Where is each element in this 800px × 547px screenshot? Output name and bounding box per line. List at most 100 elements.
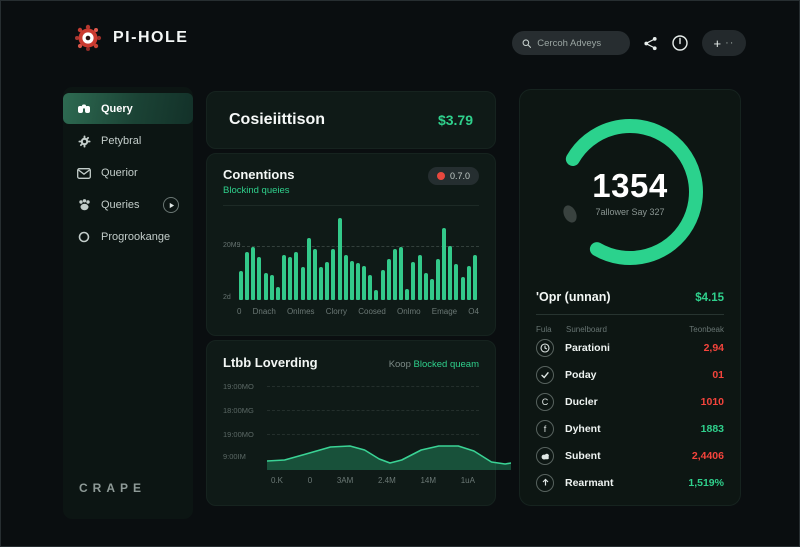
version-badge-label: 0.7.0 — [449, 171, 470, 181]
bar — [374, 290, 379, 300]
search-input[interactable] — [537, 37, 620, 49]
bar — [436, 259, 440, 300]
table-header: Fula Sunelboard Teonbeak — [536, 325, 724, 334]
sidebar-item-progrookange[interactable]: Progrookange — [63, 222, 193, 252]
y-tick-label: 19:00MO — [223, 382, 254, 391]
bar — [460, 277, 465, 300]
bar — [325, 262, 330, 300]
bar — [294, 252, 299, 300]
x-tick-label: Clorry — [325, 307, 348, 316]
x-tick-label: 3AM — [336, 476, 354, 485]
table-row[interactable]: f Dyhent 1883 — [536, 415, 724, 442]
more-dots-icon: ·· — [725, 37, 735, 49]
sidebar-item-label: Progrookange — [101, 231, 171, 243]
queries-expand-button[interactable] — [163, 197, 179, 213]
bar — [269, 275, 274, 300]
bar — [288, 257, 293, 300]
area-fill — [267, 446, 511, 470]
gridline — [267, 410, 479, 411]
x-tick-label: Coosed — [358, 307, 386, 316]
bar — [312, 249, 317, 300]
stats-panel: 1354 7allower Say 327 'Opr (unnan) $4.15… — [519, 89, 741, 506]
share-icon — [644, 36, 657, 50]
sidebar-item-petybral[interactable]: Petybral — [63, 126, 193, 156]
search-icon — [522, 38, 532, 48]
sidebar-item-querior[interactable]: Querior — [63, 158, 193, 188]
bar — [263, 273, 268, 300]
table-row[interactable]: C Ducler 1010 — [536, 388, 724, 415]
x-tick-label: Dnach — [252, 307, 276, 316]
sidebar: Query Petybral Querior — [63, 87, 193, 519]
bar — [275, 287, 280, 300]
summary-card: Cosieiittison $3.79 — [206, 91, 496, 149]
table-row[interactable]: Subent 2,4406 — [536, 442, 724, 469]
bar — [380, 270, 385, 300]
summary-value: $3.79 — [437, 112, 473, 128]
loading-card: Ltbb Loverding Koop Blocked queam 19:00M… — [206, 340, 511, 506]
grid-row: 19:00MO — [223, 382, 479, 391]
x-tick-label: 14M — [420, 476, 437, 485]
panel-summary: 'Opr (unnan) $4.15 — [536, 290, 724, 304]
gear-icon — [77, 134, 91, 148]
y-tick-label: 19:00MO — [223, 430, 254, 439]
bar — [300, 267, 305, 300]
table-row[interactable]: Rearmant 1,519% — [536, 469, 724, 496]
plus-icon: + — [713, 35, 722, 51]
bar — [306, 238, 311, 300]
donut-chart: 1354 7allower Say 327 — [548, 110, 712, 274]
history-button[interactable] — [671, 34, 689, 52]
add-button[interactable]: + ·· — [702, 30, 746, 56]
play-icon — [169, 202, 174, 208]
bar — [343, 255, 348, 300]
bar-chart-bars — [239, 218, 477, 300]
gridline — [267, 434, 479, 435]
share-button[interactable] — [643, 36, 658, 51]
area-line — [267, 445, 511, 465]
x-tick-label: 0.K — [271, 476, 284, 485]
bar-y-max-label: 20M9 — [223, 242, 241, 249]
bar — [257, 257, 262, 300]
bar — [386, 259, 391, 300]
x-tick-label: 2.4M — [377, 476, 396, 485]
panel-summary-title: 'Opr (unnan) — [536, 290, 611, 304]
search-box[interactable] — [512, 31, 630, 55]
envelope-icon — [77, 167, 91, 179]
table-row[interactable]: Poday 01 — [536, 361, 724, 388]
bar — [239, 271, 243, 300]
bar — [282, 255, 287, 300]
donut-ring — [557, 119, 703, 265]
connections-subtitle: Blockind queies — [223, 185, 290, 196]
bar-y-min-label: 2d — [223, 294, 231, 301]
bar — [466, 266, 471, 300]
area-chart-svg — [267, 445, 511, 470]
x-tick-label: Emage — [431, 307, 458, 316]
sidebar-item-label: Petybral — [101, 135, 142, 147]
letter-c-icon: C — [536, 392, 554, 411]
y-tick-label: 9:00IM — [223, 452, 246, 461]
x-tick-label: O4 — [468, 307, 479, 316]
bar — [251, 247, 256, 300]
bar — [392, 249, 397, 300]
bar — [442, 228, 447, 300]
donut-arc — [557, 119, 703, 265]
clock-icon — [672, 35, 688, 51]
app-title: PI-HOLE — [113, 29, 189, 46]
divider — [536, 314, 724, 315]
donut-subtitle: 7allower Say 327 — [595, 207, 665, 217]
sidebar-item-queries[interactable]: Queries — [63, 190, 193, 220]
blocked-queam-link[interactable]: Koop Blocked queam — [388, 359, 479, 370]
table-row[interactable]: Parationi 2,94 — [536, 334, 724, 361]
sidebar-item-query[interactable]: Query — [63, 93, 193, 124]
bar — [472, 255, 477, 300]
pihole-logo-icon — [75, 24, 102, 51]
clock-icon — [536, 338, 554, 357]
x-tick-label: Onlmes — [286, 307, 315, 316]
panel-summary-value: $4.15 — [695, 292, 724, 304]
version-badge[interactable]: 0.7.0 — [427, 167, 479, 185]
bar — [337, 218, 342, 300]
letter-f-icon: f — [536, 419, 554, 438]
bar — [454, 264, 459, 300]
ring-icon — [77, 231, 91, 243]
donut-gray-segment — [563, 205, 577, 223]
